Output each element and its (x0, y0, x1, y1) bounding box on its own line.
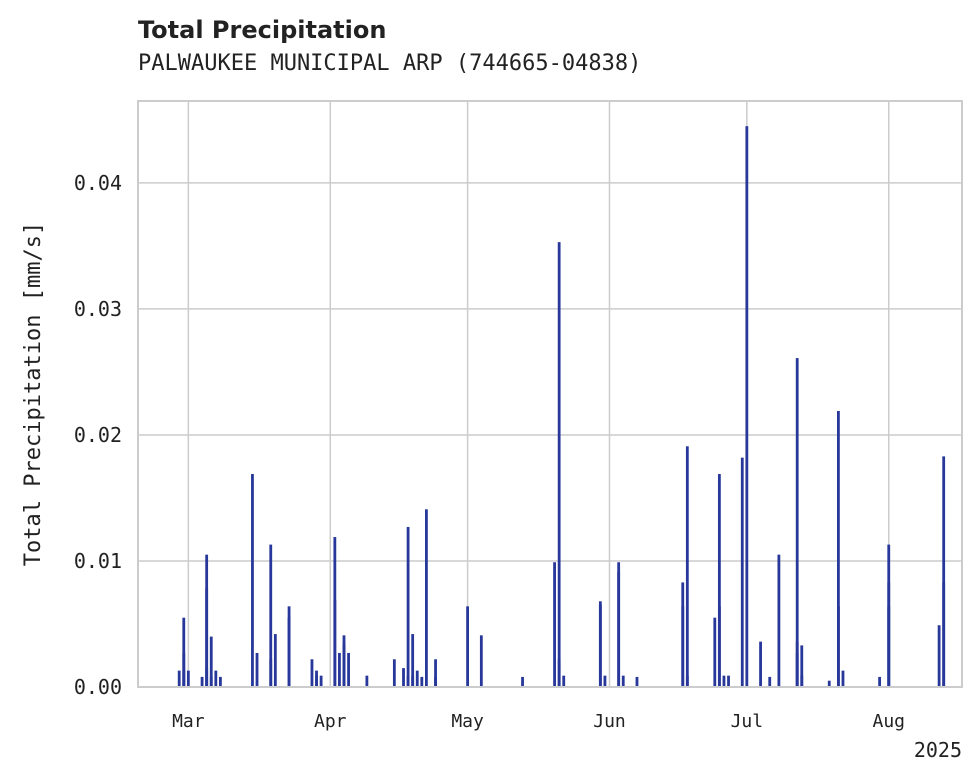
precip-bar (717, 474, 721, 687)
precip-bar (425, 509, 428, 687)
precip-bar (841, 670, 845, 687)
precip-bar (434, 659, 437, 687)
precip-bar (310, 659, 314, 687)
precip-bar (269, 659, 273, 687)
precip-bar (521, 676, 524, 687)
precip-bar (827, 680, 831, 687)
precip-bar (479, 635, 483, 687)
precip-bar (557, 242, 561, 687)
precip-bar (255, 652, 259, 687)
precip-bar (402, 668, 405, 687)
precip-bar (887, 544, 891, 687)
precip-bar (557, 659, 561, 687)
plot-frame (137, 100, 963, 688)
y-tick-label: 0.03 (74, 297, 122, 321)
precip-bar (562, 675, 566, 687)
precip-bar (209, 676, 213, 687)
precip-bar (269, 544, 273, 687)
precip-bar (800, 675, 804, 687)
precip-bar (177, 670, 181, 687)
y-tick-label: 0.04 (74, 171, 122, 195)
precip-bar (621, 675, 625, 687)
x-tick-label: Mar (172, 711, 205, 732)
precip-bar (338, 652, 341, 687)
precip-bar (287, 617, 291, 687)
precip-bar (942, 456, 946, 687)
precip-bar (406, 526, 410, 687)
precip-bar (182, 652, 186, 687)
x-year-label: 2025 (914, 738, 962, 762)
chart-title: Total Precipitation (138, 16, 387, 44)
precip-bar (722, 675, 726, 687)
precip-bar (209, 636, 213, 687)
x-tick-label: May (451, 711, 484, 732)
precip-bar (878, 676, 881, 687)
precip-bar (800, 645, 804, 687)
y-tick-label: 0.00 (74, 675, 122, 699)
precip-bar (186, 670, 190, 687)
x-tick-label: Aug (872, 711, 905, 732)
precip-bar (182, 670, 186, 687)
precip-bar (200, 676, 204, 687)
precip-bar (420, 676, 424, 687)
precip-bar (219, 676, 222, 687)
x-tick-label: Jul (731, 711, 764, 732)
precip-bar (598, 601, 602, 687)
x-tick-label: Jun (593, 711, 626, 732)
y-axis-ticks: 0.00 0.01 0.02 0.03 0.04 (74, 171, 122, 699)
precip-bar (837, 411, 840, 687)
precip-bar (603, 675, 607, 687)
precip-bar (333, 537, 337, 687)
precip-bar (685, 446, 689, 687)
precip-bar (937, 625, 941, 687)
precip-bar (795, 641, 799, 687)
precip-bar (768, 676, 772, 687)
precip-bar (392, 659, 396, 687)
precip-bar (553, 562, 556, 687)
precip-bar (342, 635, 346, 687)
precip-bar (837, 606, 840, 687)
chart-subtitle: PALWAUKEE MUNICIPAL ARP (744665-04838) (138, 51, 642, 76)
precip-bar (411, 634, 415, 687)
y-tick-label: 0.01 (74, 549, 122, 573)
precip-bar (617, 562, 621, 687)
precip-bar (347, 652, 350, 687)
precip-bar (713, 617, 717, 687)
precip-bar (466, 606, 469, 687)
y-axis-label: Total Precipitation [mm/s] (21, 222, 46, 566)
precip-bar (745, 126, 749, 688)
grid-lines (138, 101, 962, 688)
precip-bar (319, 675, 323, 687)
x-tick-label: Apr (314, 711, 347, 732)
x-axis-ticks: Mar Apr May Jun Jul Aug (172, 711, 905, 732)
precip-bar (635, 676, 639, 687)
y-tick-label: 0.02 (74, 423, 122, 447)
precip-bar (942, 582, 946, 687)
precip-bar (795, 358, 799, 687)
precip-bar (759, 641, 762, 687)
precip-bar (727, 675, 730, 687)
precip-bar (205, 588, 209, 687)
precip-bar (681, 582, 685, 687)
precip-bar (365, 675, 369, 687)
precip-bar (415, 670, 419, 687)
precip-bar (777, 554, 781, 687)
precip-bar (251, 474, 254, 687)
precip-bar (214, 670, 218, 687)
precip-bar (182, 617, 186, 687)
precip-bar (315, 675, 318, 687)
precip-bar (740, 457, 744, 687)
bars (177, 126, 946, 688)
precip-bar (434, 676, 437, 687)
precip-bar (273, 634, 277, 687)
precip-bar (685, 675, 689, 687)
